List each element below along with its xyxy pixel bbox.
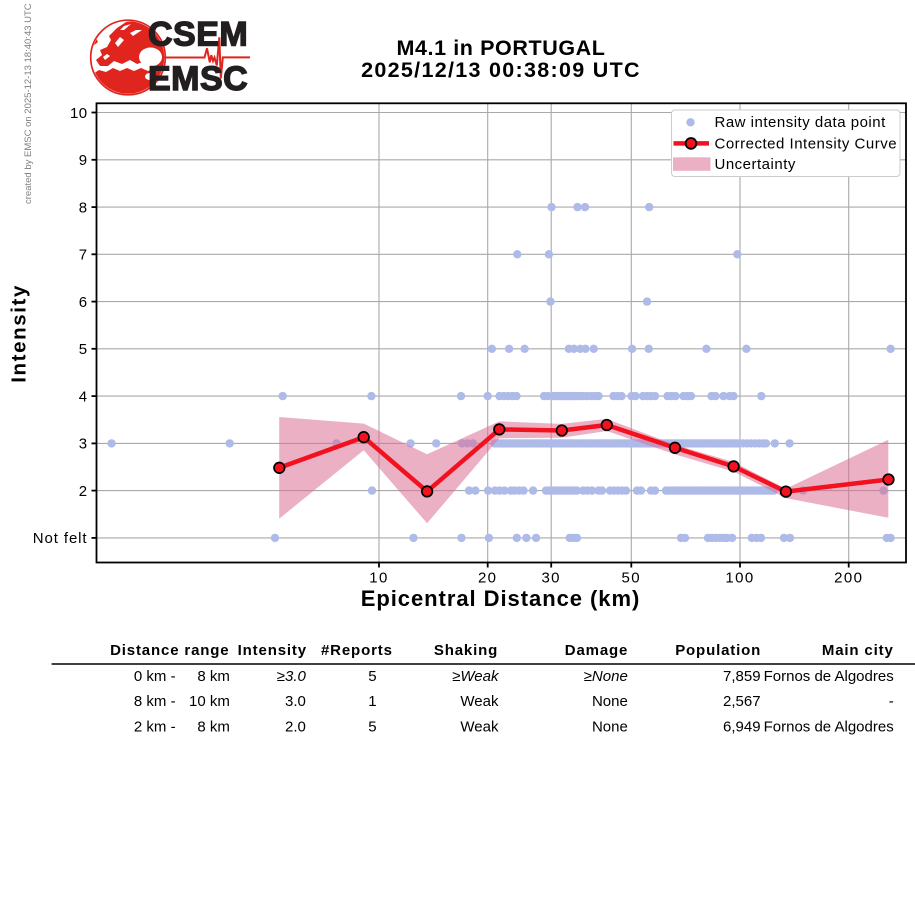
svg-text:5: 5 bbox=[368, 718, 376, 735]
svg-text:#Reports: #Reports bbox=[321, 642, 393, 659]
svg-text:3.0: 3.0 bbox=[285, 693, 306, 710]
svg-text:7: 7 bbox=[79, 247, 88, 264]
svg-text:5: 5 bbox=[368, 668, 376, 685]
svg-text:Main city: Main city bbox=[822, 642, 894, 659]
svg-text:5: 5 bbox=[79, 341, 88, 358]
svg-text:≥3.0: ≥3.0 bbox=[277, 668, 307, 685]
svg-text:created by EMSC on 2025-12-13: created by EMSC on 2025-12-13 18:40:43 U… bbox=[23, 3, 34, 204]
svg-text:Intensity: Intensity bbox=[8, 284, 31, 383]
svg-text:10: 10 bbox=[70, 105, 88, 122]
svg-text:Fornos de Algodres: Fornos de Algodres bbox=[764, 668, 894, 685]
svg-text:EMSC: EMSC bbox=[148, 60, 248, 98]
svg-text:-: - bbox=[889, 693, 894, 710]
svg-text:Damage: Damage bbox=[565, 642, 628, 659]
svg-text:10 km: 10 km bbox=[189, 693, 230, 710]
svg-text:8 km: 8 km bbox=[197, 668, 230, 685]
svg-text:0 km -: 0 km - bbox=[134, 668, 176, 685]
svg-text:Uncertainty: Uncertainty bbox=[715, 156, 796, 173]
svg-text:8: 8 bbox=[79, 199, 88, 216]
svg-text:9: 9 bbox=[79, 152, 88, 169]
svg-text:Intensity: Intensity bbox=[238, 642, 307, 659]
svg-text:2025/12/13 00:38:09 UTC: 2025/12/13 00:38:09 UTC bbox=[361, 58, 641, 82]
svg-text:2,567: 2,567 bbox=[723, 693, 761, 710]
svg-text:2: 2 bbox=[79, 483, 88, 500]
svg-text:Population: Population bbox=[675, 642, 761, 659]
svg-text:Weak: Weak bbox=[460, 718, 499, 735]
svg-text:Shaking: Shaking bbox=[434, 642, 498, 659]
svg-text:200: 200 bbox=[834, 570, 863, 587]
svg-text:1: 1 bbox=[368, 693, 376, 710]
svg-text:None: None bbox=[592, 693, 628, 710]
svg-text:2 km -: 2 km - bbox=[134, 718, 176, 735]
svg-text:2.0: 2.0 bbox=[285, 718, 306, 735]
svg-text:≥None: ≥None bbox=[584, 668, 628, 685]
svg-text:None: None bbox=[592, 718, 628, 735]
svg-text:Corrected Intensity Curve: Corrected Intensity Curve bbox=[715, 135, 898, 152]
svg-text:8 km -: 8 km - bbox=[134, 693, 176, 710]
svg-text:20: 20 bbox=[478, 570, 498, 587]
svg-text:6: 6 bbox=[79, 294, 88, 311]
svg-text:10: 10 bbox=[369, 570, 389, 587]
svg-text:Raw intensity data point: Raw intensity data point bbox=[715, 114, 887, 131]
svg-text:CSEM: CSEM bbox=[148, 16, 248, 54]
svg-text:50: 50 bbox=[622, 570, 642, 587]
svg-text:100: 100 bbox=[725, 570, 754, 587]
svg-text:Weak: Weak bbox=[460, 693, 499, 710]
svg-text:8 km: 8 km bbox=[197, 718, 230, 735]
svg-text:M4.1 in PORTUGAL: M4.1 in PORTUGAL bbox=[396, 36, 605, 60]
svg-text:7,859: 7,859 bbox=[723, 668, 761, 685]
svg-text:≥Weak: ≥Weak bbox=[452, 668, 500, 685]
svg-text:30: 30 bbox=[541, 570, 561, 587]
svg-text:Distance range: Distance range bbox=[110, 642, 229, 659]
svg-text:6,949: 6,949 bbox=[723, 718, 761, 735]
svg-text:Fornos de Algodres: Fornos de Algodres bbox=[764, 718, 894, 735]
svg-text:Epicentral Distance (km): Epicentral Distance (km) bbox=[361, 586, 641, 611]
svg-text:4: 4 bbox=[79, 388, 88, 405]
svg-text:Not felt: Not felt bbox=[33, 530, 88, 547]
svg-text:3: 3 bbox=[79, 436, 88, 453]
